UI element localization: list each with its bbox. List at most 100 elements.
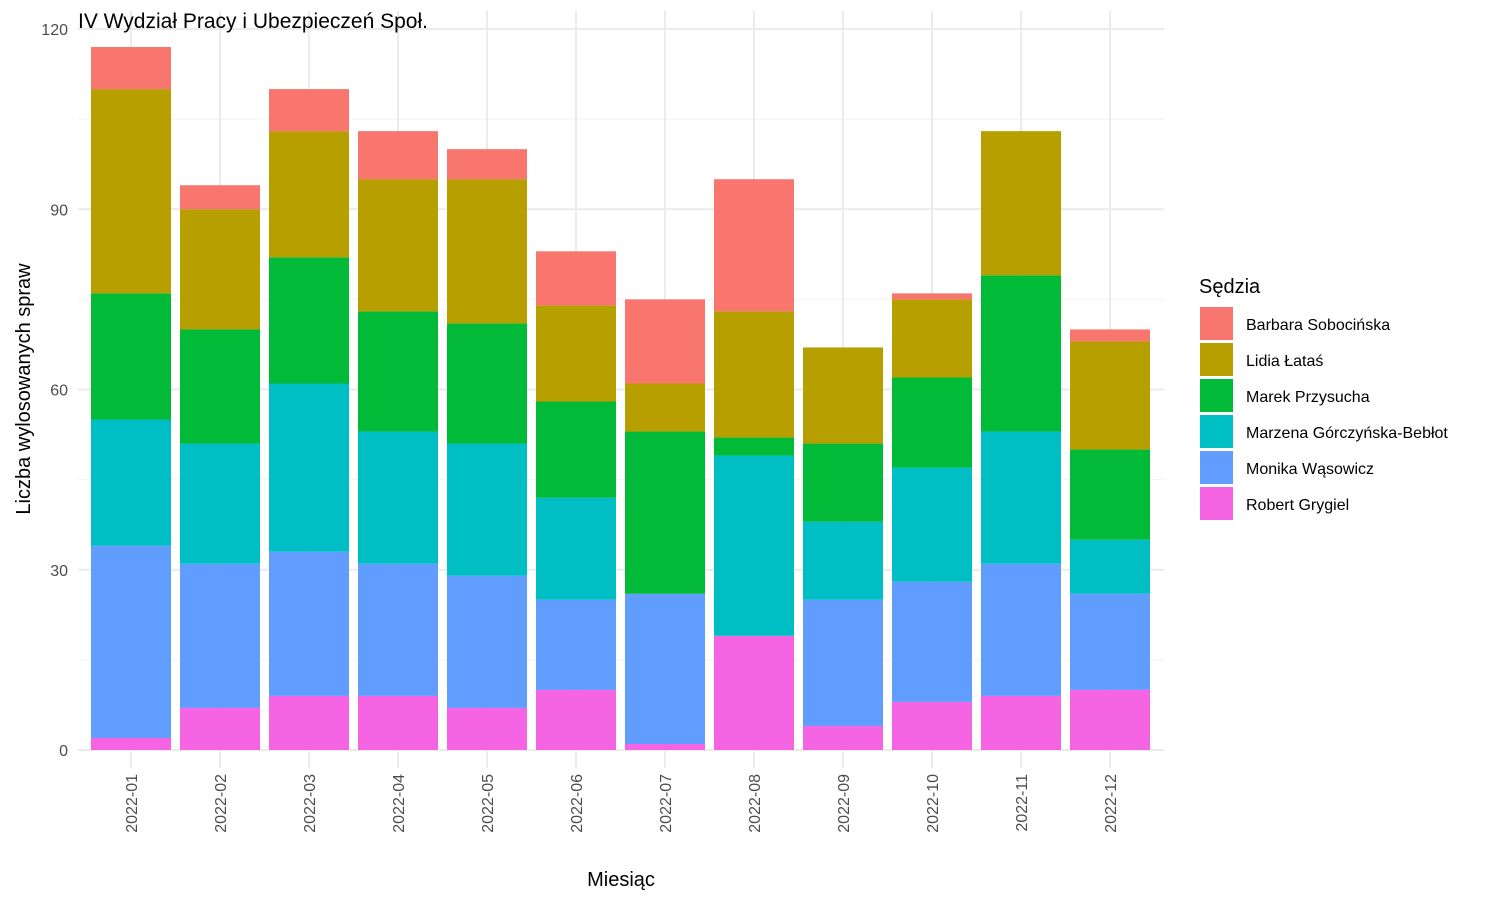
legend-swatch: [1200, 415, 1233, 448]
legend-swatch: [1200, 307, 1233, 340]
bar-segment: [180, 707, 260, 750]
bar-segment: [536, 599, 616, 690]
legend-swatch: [1200, 379, 1233, 412]
bar-segment: [269, 383, 349, 552]
chart-title: IV Wydział Pracy i Ubezpieczeń Społ.: [78, 10, 428, 33]
bar-segment: [269, 551, 349, 696]
bars-layer: [91, 47, 1150, 750]
bar-segment: [892, 467, 972, 582]
bar-segment: [180, 209, 260, 330]
bar-segment: [358, 179, 438, 312]
bar-segment: [981, 131, 1061, 276]
bar-segment: [91, 545, 171, 738]
bar-segment: [803, 443, 883, 522]
y-tick-label: 0: [59, 743, 68, 760]
x-tick-label: 2022-12: [1103, 774, 1120, 833]
bar-segment: [981, 563, 1061, 696]
y-axis-title: Liczba wylosowanych spraw: [13, 263, 35, 515]
bar-segment: [269, 131, 349, 258]
x-tick-label: 2022-03: [302, 774, 319, 833]
bar-segment: [981, 431, 1061, 564]
bar-segment: [536, 251, 616, 306]
bar-segment: [358, 563, 438, 696]
bar-segment: [1070, 329, 1150, 342]
x-tick-label: 2022-04: [391, 774, 408, 833]
bar-segment: [1070, 341, 1150, 450]
x-tick-label: 2022-07: [658, 774, 675, 833]
bar-segment: [269, 257, 349, 384]
bar-segment: [180, 329, 260, 444]
bar-segment: [1070, 689, 1150, 750]
bar-segment: [447, 575, 527, 708]
legend-label: Lidia Łataś: [1246, 353, 1323, 370]
y-tick-label: 30: [50, 563, 68, 580]
axis-layer: 0 30 60 90 120 2022-01 2022-02 2022-03 2022-04 20…: [41, 22, 1120, 833]
legend: Sędzia Barbara Sobocińska Lidia Łataś Mare…: [1199, 276, 1448, 520]
bar-segment: [180, 443, 260, 564]
legend-label: Barbara Sobocińska: [1246, 317, 1390, 334]
x-tick-label: 2022-08: [747, 774, 764, 833]
x-tick-label: 2022-06: [569, 774, 586, 833]
legend-title: Sędzia: [1199, 276, 1261, 298]
legend-label: Robert Grygiel: [1246, 497, 1349, 514]
legend-label: Marek Przysucha: [1246, 389, 1370, 406]
x-tick-label: 2022-01: [124, 774, 141, 833]
bar-segment: [625, 743, 705, 750]
bar-segment: [358, 131, 438, 180]
bar-segment: [625, 383, 705, 432]
bar-segment: [1070, 593, 1150, 690]
bar-segment: [447, 707, 527, 750]
bar-segment: [447, 443, 527, 576]
bar-segment: [1070, 539, 1150, 594]
x-axis-title: Miesiąc: [587, 869, 655, 891]
bar-segment: [269, 695, 349, 750]
y-tick-label: 90: [50, 202, 68, 219]
bar-segment: [447, 149, 527, 180]
bar-segment: [892, 581, 972, 702]
bar-segment: [269, 89, 349, 132]
bar-segment: [358, 695, 438, 750]
bar-segment: [180, 563, 260, 708]
bar-segment: [91, 293, 171, 420]
legend-swatch: [1200, 487, 1233, 520]
bar-segment: [803, 725, 883, 750]
bar-segment: [892, 299, 972, 378]
bar-segment: [803, 521, 883, 600]
bar-segment: [447, 179, 527, 324]
bar-segment: [536, 689, 616, 750]
bar-segment: [358, 311, 438, 432]
legend-label: Monika Wąsowicz: [1246, 461, 1374, 478]
bar-segment: [714, 437, 794, 456]
y-tick-label: 60: [50, 383, 68, 400]
bar-segment: [803, 599, 883, 726]
bar-segment: [714, 311, 794, 438]
bar-segment: [536, 305, 616, 402]
bar-segment: [536, 497, 616, 600]
bar-segment: [625, 593, 705, 744]
bar-segment: [536, 401, 616, 498]
x-tick-label: 2022-02: [213, 774, 230, 833]
legend-items: Barbara Sobocińska Lidia Łataś Marek Przys…: [1200, 307, 1448, 520]
x-tick-label: 2022-11: [1014, 774, 1031, 832]
bar-segment: [981, 275, 1061, 432]
bar-segment: [180, 185, 260, 210]
bar-segment: [447, 323, 527, 444]
bar-segment: [625, 299, 705, 384]
bar-segment: [892, 377, 972, 468]
bar-segment: [625, 431, 705, 594]
bar-segment: [91, 47, 171, 90]
legend-swatch: [1200, 451, 1233, 484]
x-tick-label: 2022-05: [480, 774, 497, 833]
bar-segment: [1070, 449, 1150, 540]
y-tick-label: 120: [41, 22, 68, 39]
bar-segment: [981, 695, 1061, 750]
bar-segment: [358, 431, 438, 564]
bar-segment: [803, 347, 883, 444]
bar-segment: [714, 179, 794, 312]
bar-segment: [91, 89, 171, 294]
legend-swatch: [1200, 343, 1233, 376]
bar-segment: [892, 701, 972, 750]
bar-segment: [91, 419, 171, 546]
